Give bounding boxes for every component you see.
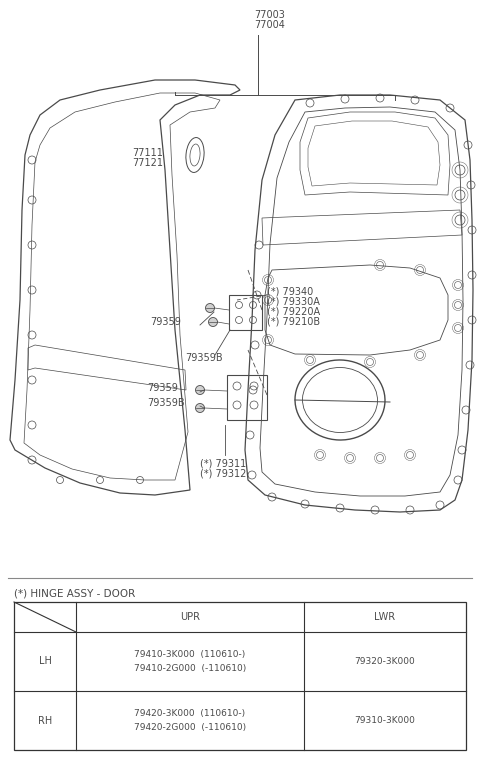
Text: 79359: 79359 <box>147 383 178 393</box>
Circle shape <box>195 404 204 412</box>
Text: 79359B: 79359B <box>185 353 223 363</box>
Text: (*) 79340: (*) 79340 <box>267 287 313 297</box>
Bar <box>14 602 466 750</box>
Circle shape <box>208 317 217 326</box>
Text: (*) 79312: (*) 79312 <box>200 468 246 478</box>
Text: (*) 79330A: (*) 79330A <box>267 297 320 307</box>
Text: LH: LH <box>38 657 51 666</box>
Text: (*) HINGE ASSY - DOOR: (*) HINGE ASSY - DOOR <box>14 588 135 598</box>
Text: 79359: 79359 <box>150 317 181 327</box>
Text: 77111: 77111 <box>132 148 163 158</box>
Text: 79420-3K000  (110610-)
79420-2G000  (-110610): 79420-3K000 (110610-) 79420-2G000 (-1106… <box>134 710 246 732</box>
Text: UPR: UPR <box>180 612 200 622</box>
Text: (*) 79210B: (*) 79210B <box>267 317 320 327</box>
Text: 79359B: 79359B <box>147 398 185 408</box>
Text: 79410-3K000  (110610-)
79410-2G000  (-110610): 79410-3K000 (110610-) 79410-2G000 (-1106… <box>134 650 246 672</box>
Text: 77121: 77121 <box>132 158 163 168</box>
Text: (*) 79220A: (*) 79220A <box>267 307 320 317</box>
Text: 79320-3K000: 79320-3K000 <box>355 657 415 666</box>
Circle shape <box>195 386 204 395</box>
Text: 79310-3K000: 79310-3K000 <box>355 716 415 725</box>
Circle shape <box>205 304 215 313</box>
Text: LWR: LWR <box>374 612 396 622</box>
Text: (*) 79311: (*) 79311 <box>200 458 246 468</box>
Text: RH: RH <box>38 716 52 726</box>
Text: 77003: 77003 <box>254 10 286 20</box>
Text: 77004: 77004 <box>254 20 286 30</box>
